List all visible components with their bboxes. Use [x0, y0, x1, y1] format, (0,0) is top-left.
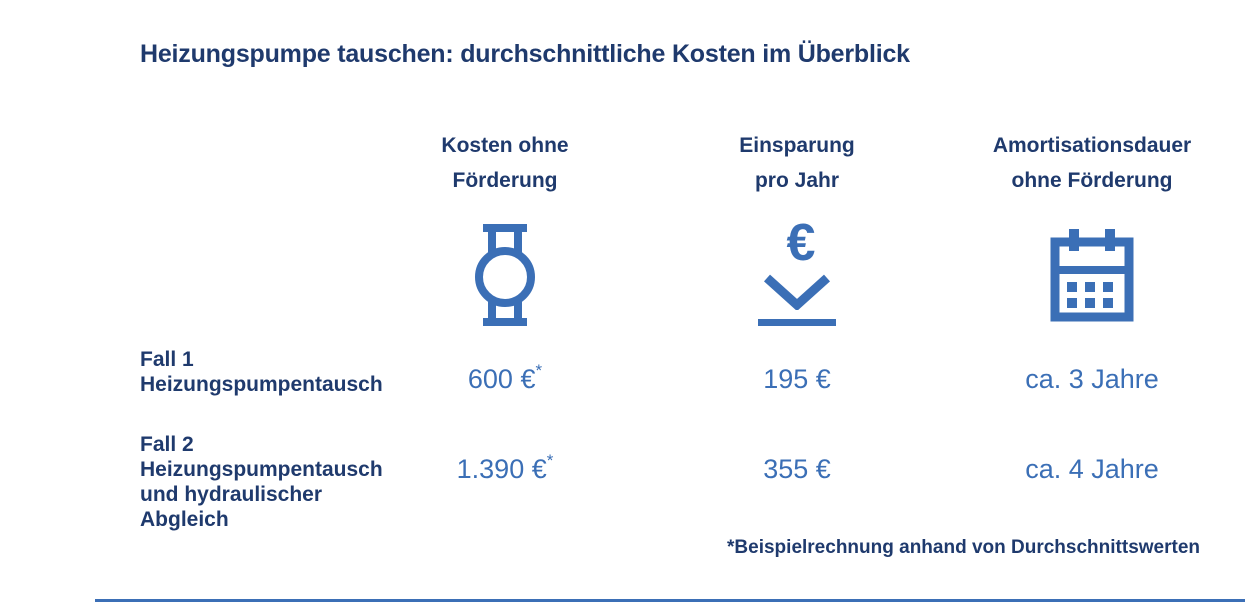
cost-amount: 600 €	[467, 364, 536, 394]
column-header-line: Kosten ohne	[441, 134, 569, 157]
underline-bar	[758, 319, 836, 326]
bottom-rule	[95, 599, 1245, 602]
payback-value-fall-2: ca. 4 Jahre	[1025, 454, 1159, 484]
column-header-line: Einsparung	[739, 134, 855, 157]
chevron-down-icon	[763, 274, 831, 310]
column-header-kosten: Kosten ohne Förderung	[355, 128, 655, 198]
column-header-amortisation: Amortisationsdauer ohne Förderung	[942, 128, 1242, 198]
calendar-icon	[1050, 229, 1134, 322]
footnote: *Beispielrechnung anhand von Durchschnit…	[727, 537, 1200, 558]
cost-amount: 1.390 €	[456, 454, 547, 484]
case-name: Fall 2	[140, 433, 194, 456]
icon-cell-einsparung: €	[647, 214, 947, 326]
cost-value-fall-1: 600 €*	[355, 361, 655, 395]
case-name: Fall 1	[140, 348, 194, 371]
column-header-line: pro Jahr	[754, 169, 840, 192]
pump-icon	[475, 224, 535, 326]
euro-savings-icon: €	[758, 214, 836, 326]
column-header-line: ohne Förderung	[1011, 169, 1173, 192]
footnote-marker: *	[535, 361, 543, 380]
column-header-line: Förderung	[452, 169, 558, 192]
icon-cell-kosten	[355, 224, 655, 326]
savings-value-fall-1: 195 €	[763, 364, 831, 394]
case-description: Heizungspumpentausch	[140, 373, 383, 396]
euro-symbol: €	[786, 214, 816, 272]
case-description: Heizungspumpentausch und hydraulischer A…	[140, 458, 383, 531]
column-header-line: Amortisationsdauer	[992, 134, 1192, 157]
page-title: Heizungspumpe tauschen: durchschnittlich…	[140, 40, 910, 68]
row-label-fall-1: Fall 1 Heizungspumpentausch	[140, 347, 383, 397]
cost-value-fall-2: 1.390 €*	[355, 451, 655, 485]
icon-cell-amortisation	[942, 228, 1242, 322]
footnote-marker: *	[546, 451, 554, 470]
payback-value-fall-1: ca. 3 Jahre	[1025, 364, 1159, 394]
row-label-fall-2: Fall 2 Heizungspumpentausch und hydrauli…	[140, 432, 383, 532]
column-header-einsparung: Einsparung pro Jahr	[647, 128, 947, 198]
savings-value-fall-2: 355 €	[763, 454, 831, 484]
